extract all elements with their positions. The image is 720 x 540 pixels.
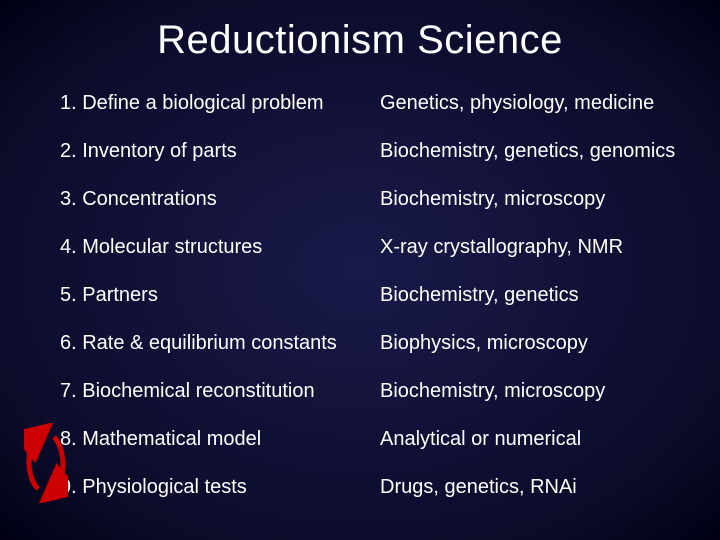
step-label: 8. Mathematical model bbox=[60, 427, 380, 451]
step-label: 5. Partners bbox=[60, 283, 380, 307]
content-table: 1. Define a biological problem Genetics,… bbox=[30, 91, 690, 499]
step-methods: Biochemistry, microscopy bbox=[380, 379, 690, 403]
table-row: 4. Molecular structures X-ray crystallog… bbox=[60, 235, 690, 259]
step-methods: Biophysics, microscopy bbox=[380, 331, 690, 355]
slide: Reductionism Science 1. Define a biologi… bbox=[0, 0, 720, 540]
cycle-arrows-icon bbox=[24, 423, 68, 503]
step-label: 9. Physiological tests bbox=[60, 475, 380, 499]
table-row: 2. Inventory of parts Biochemistry, gene… bbox=[60, 139, 690, 163]
step-label: 3. Concentrations bbox=[60, 187, 380, 211]
step-methods: Biochemistry, genetics bbox=[380, 283, 690, 307]
step-methods: Analytical or numerical bbox=[380, 427, 690, 451]
step-label: 7. Biochemical reconstitution bbox=[60, 379, 380, 403]
step-label: 2. Inventory of parts bbox=[60, 139, 380, 163]
step-label: 1. Define a biological problem bbox=[60, 91, 380, 115]
step-methods: Genetics, physiology, medicine bbox=[380, 91, 690, 115]
table-row: 6. Rate & equilibrium constants Biophysi… bbox=[60, 331, 690, 355]
table-row: 9. Physiological tests Drugs, genetics, … bbox=[60, 475, 690, 499]
table-row: 1. Define a biological problem Genetics,… bbox=[60, 91, 690, 115]
step-methods: Drugs, genetics, RNAi bbox=[380, 475, 690, 499]
table-row: 7. Biochemical reconstitution Biochemist… bbox=[60, 379, 690, 403]
table-row: 3. Concentrations Biochemistry, microsco… bbox=[60, 187, 690, 211]
step-methods: X-ray crystallography, NMR bbox=[380, 235, 690, 259]
table-row: 8. Mathematical model Analytical or nume… bbox=[60, 427, 690, 451]
step-label: 4. Molecular structures bbox=[60, 235, 380, 259]
step-label: 6. Rate & equilibrium constants bbox=[60, 331, 380, 355]
slide-title: Reductionism Science bbox=[30, 18, 690, 63]
step-methods: Biochemistry, genetics, genomics bbox=[380, 139, 690, 163]
table-row: 5. Partners Biochemistry, genetics bbox=[60, 283, 690, 307]
step-methods: Biochemistry, microscopy bbox=[380, 187, 690, 211]
